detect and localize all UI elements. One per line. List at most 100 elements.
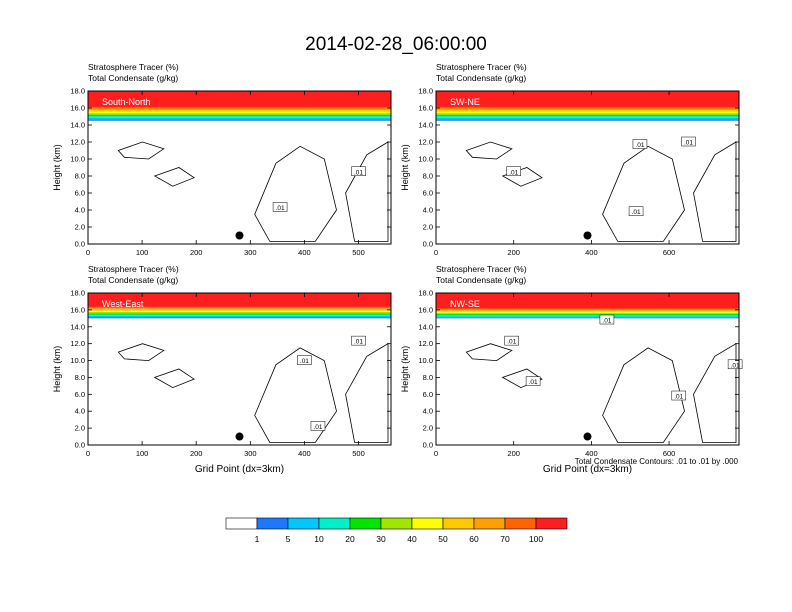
x-tick-label: 600 (663, 449, 676, 458)
condensate-contours (465, 342, 737, 443)
tracer-band (88, 312, 391, 314)
x-tick-label: 300 (244, 248, 257, 257)
y-tick-label: 6.0 (423, 390, 433, 399)
x-axis-label: Grid Point (dx=3km) (195, 464, 284, 475)
contour-line (602, 145, 685, 242)
tracer-band (88, 314, 391, 316)
panel-title: NW-SE (450, 299, 480, 309)
colorbar-label: 5 (286, 534, 291, 544)
tracer-bands (88, 293, 391, 319)
tracer-band (436, 119, 739, 121)
y-axis: 0.0 2.0 4.0 6.0 8.0 10.0 12.0 14.0 16.0 18.0 Heigh… (400, 87, 739, 249)
contour-line (465, 343, 513, 362)
y-tick-label: 18.0 (70, 289, 85, 298)
y-tick-label: 4.0 (423, 206, 433, 215)
colorbar-swatch (287, 517, 320, 530)
plot-frame (435, 90, 740, 245)
tracer-band (436, 114, 739, 117)
tracer-band (88, 317, 391, 319)
panel-nw-se: .01 .01 .01 .01 .01 0.0 2.0 4.0 6.0 8.0 10.0 12.0 14… (400, 264, 743, 475)
x-tick-label: 400 (298, 449, 311, 458)
colorbar-swatch (349, 517, 382, 530)
tracer-band (436, 110, 739, 112)
tracer-band (88, 113, 391, 115)
x-tick-label: 200 (507, 248, 520, 257)
y-tick-label: 18.0 (418, 87, 433, 96)
tracer-band (88, 111, 391, 114)
svg-text:.01: .01 (276, 205, 285, 212)
series-label: Total Condensate (g/kg) (436, 275, 526, 285)
panels: .01 .01 0.0 2.0 4.0 6.0 8.0 10.0 12.0 14.0 16.0 18.… (52, 62, 743, 475)
tracer-band (88, 309, 391, 311)
colorbar-label: 30 (376, 534, 386, 544)
contour-label: .01 (727, 359, 743, 369)
y-tick-label: 16.0 (70, 305, 85, 314)
x-tick-label: 0 (86, 248, 90, 257)
tracer-bands (88, 91, 391, 121)
series-label: Total Condensate (g/kg) (436, 73, 526, 83)
colorbar-label: 10 (314, 534, 324, 544)
tracer-band (88, 110, 391, 112)
x-tick-label: 500 (352, 449, 365, 458)
x-tick-label: 400 (585, 248, 598, 257)
series-label: Stratosphere Tracer (%) (88, 264, 179, 274)
contour-label: .01 (351, 335, 366, 346)
series-label: Total Condensate (g/kg) (88, 73, 178, 83)
y-axis-label: Height (km) (52, 144, 62, 191)
tracer-band (436, 310, 739, 312)
tracer-band (436, 108, 739, 111)
tracer-band (436, 106, 739, 109)
panel-sw-ne: .01 .01 .01 .01 0.0 2.0 4.0 6.0 8.0 10.0 12.0 14.0 1… (400, 62, 740, 257)
y-axis-label: Height (km) (400, 144, 410, 191)
colorbar-label: 40 (407, 534, 417, 544)
y-tick-label: 16.0 (418, 305, 433, 314)
colorbar-label: 60 (469, 534, 479, 544)
x-axis: 0 100 200 300 400 500 (86, 91, 365, 257)
svg-text:.01: .01 (731, 362, 740, 369)
tracer-band (436, 315, 739, 317)
y-tick-label: 12.0 (70, 339, 85, 348)
colorbar-swatch (411, 517, 444, 530)
contour-line (345, 141, 389, 242)
tracer-band (436, 91, 739, 107)
tracer-bands (436, 91, 739, 121)
x-tick-label: 300 (244, 449, 257, 458)
svg-text:.01: .01 (313, 424, 322, 431)
svg-text:.01: .01 (300, 358, 309, 365)
y-tick-label: 10.0 (418, 356, 433, 365)
contour-label: .01 (297, 355, 312, 365)
y-axis: 0.0 2.0 4.0 6.0 8.0 10.0 12.0 14.0 16.0 18.0 Heigh… (400, 289, 739, 450)
tracer-band (88, 315, 391, 318)
x-tick-label: 200 (190, 449, 203, 458)
series-label: Total Condensate (g/kg) (88, 275, 178, 285)
colorbar-swatch (442, 517, 475, 530)
x-tick-label: 400 (585, 449, 598, 458)
contour-line (117, 343, 165, 362)
x-tick-label: 400 (298, 248, 311, 257)
series-label: Stratosphere Tracer (%) (88, 62, 179, 72)
location-marker (235, 231, 244, 240)
y-tick-label: 8.0 (75, 373, 85, 382)
tracer-band (88, 306, 391, 309)
tracer-band (436, 313, 739, 316)
colorbar-swatch (380, 517, 413, 530)
contour-label: .01 (632, 139, 648, 149)
colorbar-swatch (535, 517, 568, 530)
contour-label: .01 (599, 314, 615, 325)
colorbar-swatch (504, 517, 537, 530)
contour-label: .01 (351, 166, 366, 176)
contour-label: .01 (310, 421, 326, 431)
y-tick-label: 4.0 (75, 206, 85, 215)
plot-frame (435, 292, 740, 446)
tracer-band (436, 111, 739, 114)
contour-line (465, 141, 513, 160)
tracer-band (88, 116, 391, 118)
y-tick-label: 0.0 (75, 441, 85, 450)
y-tick-label: 16.0 (418, 104, 433, 113)
contour-label: .01 (525, 376, 541, 386)
y-tick-label: 2.0 (423, 223, 433, 232)
tracer-bands (436, 293, 739, 319)
tracer-band (88, 308, 391, 310)
svg-text:.01: .01 (602, 318, 611, 325)
tracer-band (88, 310, 391, 312)
